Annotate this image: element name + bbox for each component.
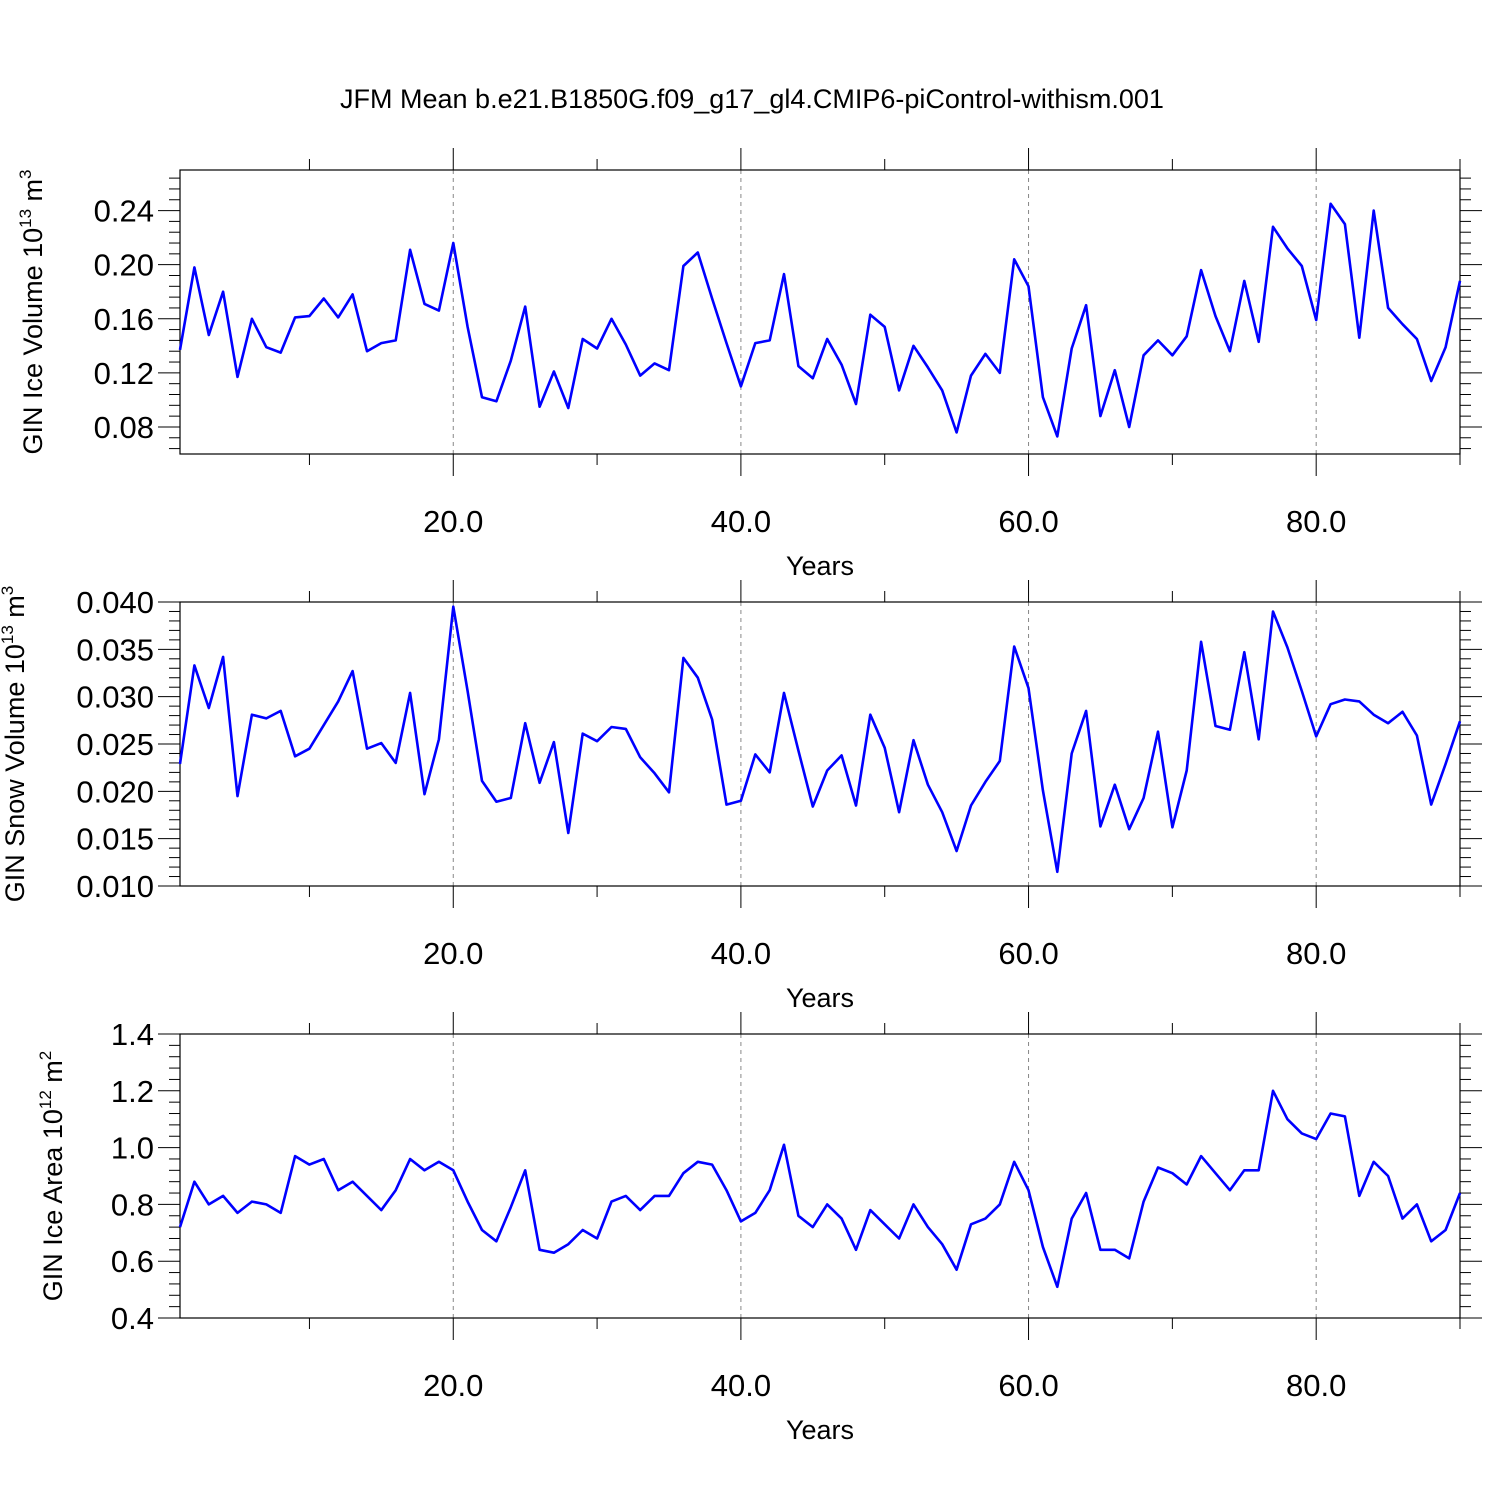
y-tick-label: 0.4 xyxy=(111,1301,154,1336)
series-line xyxy=(178,1089,1462,1289)
panel-2: 0.010 0.015 0.020 0.025 0.030 0.035 0.040 20.0 4… xyxy=(0,580,1482,1013)
y-axis-label: GIN Snow Volume 1013 m3 xyxy=(0,586,30,903)
x-axis-label: Years xyxy=(786,983,854,1013)
y-tick-label: 0.16 xyxy=(94,302,154,337)
x-tick-label: 80.0 xyxy=(1286,1368,1346,1403)
y-tick-label: 0.020 xyxy=(76,774,154,809)
y-tick-label: 0.040 xyxy=(76,585,154,620)
y-tick-label: 0.025 xyxy=(76,727,154,762)
x-tick-label: 60.0 xyxy=(998,504,1058,539)
x-axis-label: Years xyxy=(786,551,854,581)
panel-1: 0.08 0.12 0.16 0.20 0.24 20.0 40.0 60.0 80.0 Year… xyxy=(16,148,1482,581)
plot-frame xyxy=(179,1033,1461,1319)
x-tick-label: 40.0 xyxy=(711,504,771,539)
y-axis-label: GIN Ice Volume 1013 m3 xyxy=(16,169,48,454)
y-tick-label: 0.6 xyxy=(111,1244,154,1279)
x-tick-label: 60.0 xyxy=(998,1368,1058,1403)
x-tick-label: 60.0 xyxy=(998,936,1058,971)
series-line xyxy=(178,202,1462,438)
y-tick-label: 0.010 xyxy=(76,869,154,904)
x-tick-label: 40.0 xyxy=(711,936,771,971)
y-tick-label: 0.035 xyxy=(76,632,154,667)
x-axis-label: Years xyxy=(786,1415,854,1445)
y-tick-label: 1.2 xyxy=(111,1074,154,1109)
y-axis-label: GIN Ice Area 1012 m2 xyxy=(36,1051,68,1302)
x-tick-label: 20.0 xyxy=(423,936,483,971)
y-tick-label: 0.08 xyxy=(94,410,154,445)
y-tick-label: 0.015 xyxy=(76,822,154,857)
figure-title: JFM Mean b.e21.B1850G.f09_g17_gl4.CMIP6-… xyxy=(340,84,1164,114)
y-tick-label: 0.12 xyxy=(94,356,154,391)
y-tick-label: 0.030 xyxy=(76,680,154,715)
x-tick-label: 80.0 xyxy=(1286,936,1346,971)
panels: 0.08 0.12 0.16 0.20 0.24 20.0 40.0 60.0 80.0 Year… xyxy=(0,148,1482,1445)
y-tick-label: 0.20 xyxy=(94,248,154,283)
x-tick-label: 20.0 xyxy=(423,504,483,539)
x-tick-label: 40.0 xyxy=(711,1368,771,1403)
y-tick-label: 0.24 xyxy=(94,194,154,229)
y-tick-label: 1.4 xyxy=(111,1017,154,1052)
panel-3: 0.4 0.6 0.8 1.0 1.2 1.4 20.0 40.0 60.0 80.0 Years G… xyxy=(36,1012,1482,1445)
x-tick-label: 20.0 xyxy=(423,1368,483,1403)
y-tick-label: 0.8 xyxy=(111,1187,154,1222)
x-tick-label: 80.0 xyxy=(1286,504,1346,539)
series-line xyxy=(178,605,1462,874)
plot-frame xyxy=(179,169,1461,455)
y-tick-label: 1.0 xyxy=(111,1131,154,1166)
